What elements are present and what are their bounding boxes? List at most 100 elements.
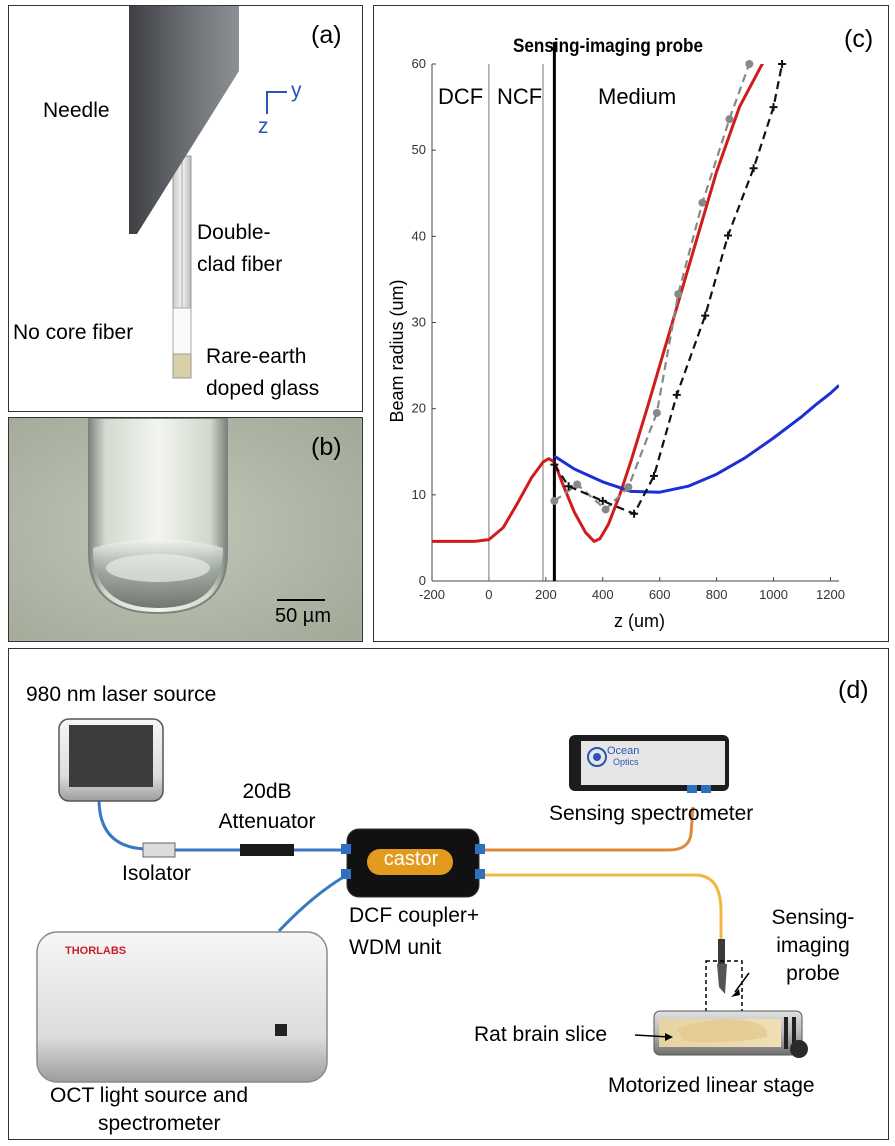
region-ncf-label: NCF	[497, 84, 543, 109]
series-2-point	[624, 483, 633, 492]
coupler-brand-label: castor	[383, 848, 439, 870]
no-core-fiber	[172, 307, 192, 355]
y-axis-label: Beam radius (um)	[387, 279, 408, 423]
oct-label-2: spectrometer	[98, 1112, 221, 1135]
series-3-point	[778, 60, 787, 68]
rare-earth-label-2: doped glass	[206, 377, 320, 400]
coupler-label-1: DCF coupler+	[349, 904, 480, 927]
series-3-point	[630, 509, 639, 518]
x-tick-label: 800	[706, 587, 728, 602]
series-3-point	[701, 311, 710, 320]
probe-label-3: probe	[786, 962, 840, 985]
probe-highlight-box	[705, 960, 743, 1018]
double-clad-label-2: clad fiber	[197, 253, 283, 276]
series-2-point	[550, 496, 559, 505]
region-dcf-label: DCF	[438, 84, 484, 109]
oct-device	[36, 931, 328, 1083]
fiber-coupler-spectrometer	[479, 806, 695, 852]
isolator-device	[142, 842, 176, 858]
double-clad-label-1: Double-	[197, 221, 271, 244]
microscope-image	[9, 418, 361, 640]
axis-glyph	[266, 91, 287, 114]
series-3-point	[550, 460, 559, 469]
panel-c: -200 0 200 400 600 800 1000 1200 0 10 20 30 40 50 60 (…	[373, 5, 889, 642]
probe-device	[705, 939, 750, 1018]
probe-label-1: Sensing-	[771, 906, 855, 929]
series-2-point	[725, 115, 734, 124]
axis-z-label: z	[258, 115, 269, 138]
probe-illustration	[129, 6, 287, 379]
oct-brand-label: THORLABS	[65, 945, 127, 957]
attenuator-label-2: Attenuator	[218, 810, 316, 833]
series-3-point	[769, 103, 778, 112]
axis-y-label: y	[291, 79, 302, 102]
x-axis-label: z (um)	[614, 611, 665, 631]
needle-label: Needle	[43, 99, 110, 122]
fiber-coupler-probe	[479, 873, 723, 939]
attenuator-label-1: 20dB	[242, 780, 292, 803]
panel-a-letter: (a)	[311, 21, 342, 49]
y-tick-label: 0	[419, 573, 426, 588]
series-2-point	[745, 60, 754, 68]
x-tick-label: 400	[592, 587, 614, 602]
y-tick-label: 60	[412, 56, 426, 71]
spectrometer-device	[569, 735, 729, 793]
spectro-brand-label-1: Ocean	[607, 745, 640, 757]
x-tick-label: 0	[485, 587, 492, 602]
panel-d-letter: (d)	[838, 676, 869, 704]
chart-title: Sensing-imaging probe	[513, 36, 704, 57]
brain-label: Rat brain slice	[474, 1023, 608, 1046]
x-tick-label: 200	[535, 587, 557, 602]
series-2-line	[553, 64, 751, 511]
setup-diagram	[36, 718, 808, 1083]
laser-source-device	[58, 718, 164, 802]
isolator-label: Isolator	[122, 862, 191, 885]
laser-label: 980 nm laser source	[26, 683, 217, 706]
y-tick-label: 20	[412, 401, 426, 416]
series-3-line	[553, 64, 784, 515]
series-2-point	[698, 198, 707, 207]
spectro-brand-label-2: Optics	[613, 757, 639, 767]
series-2-point	[674, 290, 683, 299]
series-2-point	[652, 408, 661, 417]
series-3-point	[598, 496, 607, 505]
scale-bar-label: 50 µm	[275, 605, 331, 627]
panel-c-letter: (c)	[844, 25, 874, 53]
series-1-line	[553, 384, 839, 494]
panel-b-letter: (b)	[311, 433, 342, 461]
spectrometer-label: Sensing spectrometer	[549, 802, 754, 825]
coupler-label-2: WDM unit	[349, 936, 442, 959]
no-core-label: No core fiber	[13, 321, 134, 344]
y-tick-label: 50	[412, 142, 426, 157]
series-3-point	[749, 164, 758, 173]
series-3-point	[650, 471, 658, 480]
panel-d: (d) 980 nm laser source 20dB Attenuator …	[8, 648, 889, 1140]
stage-label: Motorized linear stage	[608, 1074, 815, 1097]
rare-earth-label-1: Rare-earth	[206, 345, 307, 368]
series-2-point	[601, 505, 610, 514]
attenuator-device	[240, 844, 294, 856]
needle	[129, 6, 239, 234]
x-tick-label: 1000	[759, 587, 788, 602]
y-tick-label: 10	[412, 487, 426, 502]
coupler-device	[341, 828, 485, 898]
linear-stage-device	[634, 1010, 808, 1058]
fiber-laser-isolator	[97, 798, 150, 851]
series-0-line	[432, 64, 765, 543]
fiber-oct-coupler	[277, 873, 348, 933]
series-3-point	[564, 482, 573, 491]
x-tick-label: 1200	[816, 587, 845, 602]
series-3-point	[672, 390, 681, 399]
y-tick-label: 40	[412, 228, 426, 243]
y-tick-label: 30	[412, 315, 426, 330]
probe-label-2: imaging	[776, 934, 850, 957]
series-2-point	[573, 480, 582, 489]
x-tick-label: -200	[419, 587, 445, 602]
panel-b: (b) 50 µm	[8, 417, 363, 642]
panel-a: (a) Needle y z Double- clad fiber No cor…	[8, 5, 363, 412]
rare-earth-glass	[172, 353, 192, 379]
region-medium-label: Medium	[598, 84, 677, 109]
x-tick-label: 600	[649, 587, 671, 602]
oct-label-1: OCT light source and	[50, 1084, 249, 1107]
